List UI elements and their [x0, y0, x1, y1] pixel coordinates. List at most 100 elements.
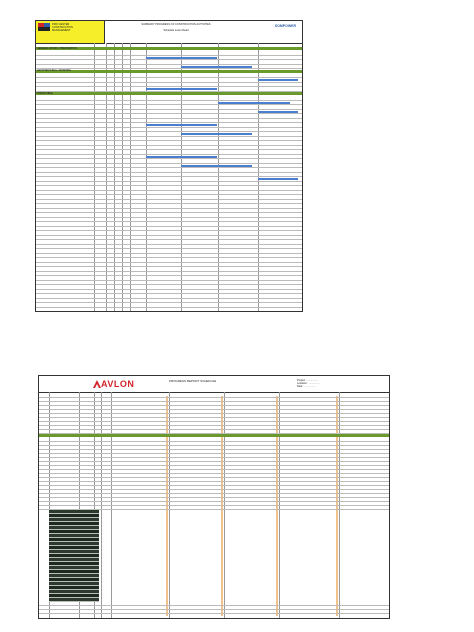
schedule-row: [49, 578, 99, 582]
schedule-row: [36, 268, 302, 272]
schedule-bar: [258, 79, 298, 81]
schedule-row: [36, 178, 302, 182]
schedule-bar: [146, 88, 217, 90]
sheet2-title: PROGRESS REPORT SCHEDULE: [169, 380, 217, 383]
schedule-row: [49, 526, 99, 530]
schedule-row: [36, 214, 302, 218]
schedule-row: [39, 458, 389, 462]
schedule-row: [49, 538, 99, 542]
schedule-row: [36, 182, 302, 186]
grid-column-line: [181, 43, 182, 311]
section-header-row: GENERAL WORKS / PREPARATION: [36, 47, 302, 50]
grid-column-line: [146, 43, 147, 311]
schedule-row: [36, 187, 302, 191]
schedule-row: [36, 52, 302, 56]
schedule-row: [49, 518, 99, 522]
schedule-row: [36, 164, 302, 168]
schedule-row: [39, 606, 389, 610]
schedule-sheet-1: PMO CENTER CONSTRUCTION MANAGEMENT SUMMA…: [35, 20, 303, 312]
schedule-row: [49, 598, 99, 602]
schedule-row: [36, 232, 302, 236]
schedule-row: [36, 128, 302, 132]
schedule-row: [36, 259, 302, 263]
schedule-row: [49, 550, 99, 554]
schedule-row: [49, 530, 99, 534]
schedule-bar: [218, 101, 290, 104]
sheet2-header: [39, 376, 389, 393]
schedule-bar: [146, 155, 217, 158]
schedule-row: [36, 110, 302, 114]
schedule-row: [36, 74, 302, 78]
schedule-row: [36, 97, 302, 101]
schedule-row: [36, 304, 302, 308]
schedule-row: [39, 446, 389, 450]
sheet-title-cell: SUMMARY PROGRESS OF CONSTRUCTION ACTIVIT…: [116, 23, 236, 32]
grid-column-line: [258, 43, 259, 311]
grid-column-line: [114, 43, 115, 311]
schedule-row: [49, 586, 99, 590]
schedule-row: [36, 196, 302, 200]
schedule-row: [39, 506, 389, 510]
schedule-bar: [258, 178, 298, 180]
schedule-row: [39, 394, 389, 398]
milestone-column: [166, 396, 168, 616]
schedule-bar: [181, 65, 252, 68]
schedule-row: [36, 169, 302, 173]
schedule-row: [36, 277, 302, 281]
schedule-row: [39, 502, 389, 506]
schedule-row: [49, 582, 99, 586]
schedule-row: [36, 263, 302, 267]
schedule-row: [36, 173, 302, 177]
milestone-column: [336, 396, 338, 616]
schedule-row: [36, 56, 302, 60]
schedule-row: [36, 227, 302, 231]
section-header-row: STRUCTURAL: [36, 92, 302, 95]
schedule-row: [36, 79, 302, 83]
schedule-row: [36, 137, 302, 141]
brand-logo-text: SOMPOWER: [274, 24, 296, 28]
schedule-row: [39, 486, 389, 490]
schedule-row: [36, 151, 302, 155]
avion-logo-text: AVLON: [101, 379, 135, 389]
schedule-row: [39, 406, 389, 410]
schedule-row: [49, 534, 99, 538]
schedule-row: [49, 554, 99, 558]
schedule-row: [36, 295, 302, 299]
schedule-row: [49, 542, 99, 546]
schedule-row: [49, 522, 99, 526]
schedule-row: [39, 438, 389, 442]
schedule-row: [36, 272, 302, 276]
schedule-row: [49, 562, 99, 566]
section-label: ARCHITECTURAL / FINISHING: [37, 69, 72, 72]
schedule-row: [39, 422, 389, 426]
logo-line-2: CONSTRUCTION: [52, 26, 73, 29]
schedule-row: [39, 410, 389, 414]
schedule-bar: [181, 164, 252, 167]
schedule-row: [36, 205, 302, 209]
schedule-row: [49, 570, 99, 574]
section-label: STRUCTURAL: [37, 91, 54, 95]
schedule-row: [36, 124, 302, 128]
schedule-row: [39, 466, 389, 470]
schedule-row: [36, 160, 302, 164]
schedule-row: [39, 426, 389, 430]
schedule-row: [49, 566, 99, 570]
section-label: GENERAL WORKS / PREPARATION: [37, 46, 77, 50]
schedule-bar: [146, 124, 217, 126]
schedule-row: [36, 299, 302, 303]
schedule-row: [36, 115, 302, 119]
schedule-row: [39, 610, 389, 614]
section-header-row: ARCHITECTURAL / FINISHING: [36, 69, 302, 73]
info-line-3: Date : ...............: [297, 385, 316, 388]
schedule-row: [39, 602, 389, 606]
schedule-row: [39, 414, 389, 418]
schedule-row: [49, 594, 99, 598]
schedule-row: [36, 133, 302, 137]
sheet-subtitle: Schedule Look Ahead: [163, 29, 189, 32]
schedule-row: [39, 450, 389, 454]
grid-column-line: [122, 43, 123, 311]
schedule-row: [36, 146, 302, 150]
schedule-row: [39, 478, 389, 482]
schedule-row: [49, 510, 99, 514]
schedule-bar: [146, 56, 217, 59]
